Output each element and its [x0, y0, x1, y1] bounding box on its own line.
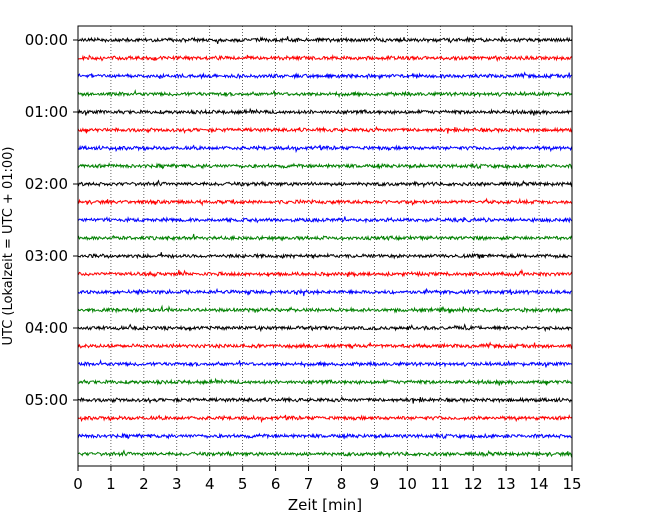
- x-tick-label: 10: [398, 475, 417, 493]
- trace-0100: [77, 107, 573, 116]
- y-tick-label: 00:00: [25, 31, 68, 49]
- x-tick-label: 0: [73, 475, 83, 493]
- x-tick-label: 3: [172, 475, 182, 493]
- x-tick-label: 12: [464, 475, 483, 493]
- x-tick-label: 1: [106, 475, 116, 493]
- trace-0130: [77, 144, 573, 154]
- y-tick-label: 03:00: [25, 247, 68, 265]
- x-tick-label: 11: [431, 475, 450, 493]
- trace-0545: [77, 449, 573, 459]
- trace-0000: [77, 36, 573, 45]
- x-tick-label: 4: [205, 475, 215, 493]
- grid: [110, 26, 540, 466]
- trace-0345: [77, 304, 573, 314]
- trace-0030: [77, 71, 573, 81]
- plot-frame: [77, 25, 573, 467]
- trace-0215: [78, 197, 573, 207]
- x-tick-label: 8: [337, 475, 347, 493]
- y-tick-label: 02:00: [25, 175, 68, 193]
- x-tick-label: 14: [530, 475, 549, 493]
- trace-0245: [77, 233, 573, 242]
- x-tick-label: 13: [497, 475, 516, 493]
- y-tick-label: 05:00: [25, 391, 68, 409]
- trace-0230: [77, 216, 573, 224]
- x-axis-label: Zeit [min]: [288, 496, 362, 514]
- trace-0515: [77, 414, 573, 424]
- trace-0300: [78, 252, 573, 260]
- y-tick-label: 01:00: [25, 103, 68, 121]
- x-tick-label: 7: [304, 475, 314, 493]
- trace-0115: [77, 125, 573, 134]
- y-axis-label: UTC (Lokalzeit = UTC + 01:00): [1, 147, 16, 346]
- y-tick-label: 04:00: [25, 319, 68, 337]
- trace-group: [77, 36, 573, 459]
- trace-0315: [77, 268, 573, 278]
- x-axis-ticks: 0 1 2 3 4 5 6 7 8 9 10 11 12 13 14 15: [73, 466, 582, 493]
- trace-0015: [77, 53, 573, 63]
- trace-0530: [77, 432, 573, 441]
- x-tick-label: 2: [139, 475, 149, 493]
- trace-0430: [77, 359, 573, 369]
- trace-0145: [77, 162, 573, 171]
- x-tick-label: 6: [271, 475, 281, 493]
- trace-0200: [77, 179, 573, 189]
- y-axis-ticks: 00:00 01:00 02:00 03:00 04:00 05:00: [25, 31, 78, 409]
- trace-0400: [77, 323, 573, 333]
- trace-0330: [77, 287, 573, 297]
- x-tick-label: 5: [238, 475, 248, 493]
- trace-0045: [77, 89, 573, 99]
- trace-0500: [77, 395, 573, 404]
- x-tick-label: 9: [370, 475, 380, 493]
- trace-0415: [77, 341, 573, 350]
- x-tick-label: 15: [562, 475, 581, 493]
- trace-0445: [77, 377, 573, 386]
